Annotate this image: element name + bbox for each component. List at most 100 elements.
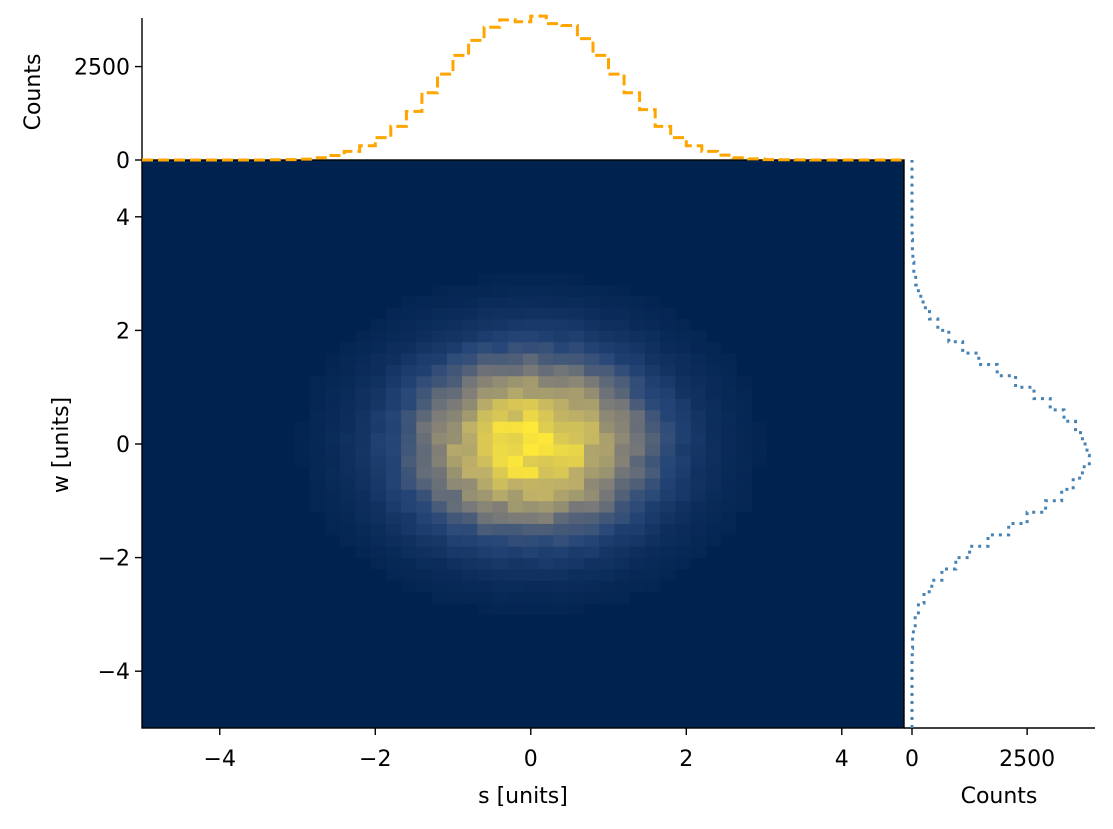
heatmap-cell <box>705 364 722 377</box>
heatmap-cell <box>599 432 615 445</box>
heatmap-cell <box>355 375 371 388</box>
heatmap-cell <box>583 568 600 581</box>
heatmap-cell <box>583 444 600 456</box>
heatmap-cell <box>751 455 768 468</box>
heatmap-cell <box>340 398 356 411</box>
heatmap-cell <box>507 307 524 320</box>
heatmap-cell <box>340 409 356 422</box>
heatmap-cell <box>446 364 463 377</box>
heatmap-cell <box>340 512 356 524</box>
heatmap-cell <box>431 455 448 468</box>
heatmap-cell <box>690 330 707 343</box>
heatmap-cell <box>431 421 448 434</box>
heatmap-cell <box>705 432 722 445</box>
heatmap-cell <box>568 432 585 445</box>
heatmap-cell <box>644 409 661 422</box>
heatmap-cell <box>599 557 615 570</box>
heatmap-cell <box>553 398 570 411</box>
heatmap-cell <box>431 330 448 343</box>
heatmap-cell <box>553 500 570 513</box>
heatmap-cell <box>416 455 432 468</box>
heatmap-cell <box>477 296 493 309</box>
heatmap-cell <box>614 546 631 558</box>
heatmap-cell <box>568 341 585 354</box>
heatmap-cell <box>553 330 570 343</box>
heatmap-cell <box>507 421 524 434</box>
heatmap-cell <box>477 307 493 320</box>
heatmap-cell <box>614 580 631 593</box>
heatmap-cell <box>553 568 570 581</box>
main-y-ticks: −4 −2 0 2 4 <box>98 206 142 685</box>
heatmap-cell <box>340 523 356 536</box>
heatmap-cell <box>568 364 585 377</box>
heatmap-cell <box>477 580 493 593</box>
heatmap-cell <box>492 466 509 479</box>
heatmap-cell <box>583 364 600 377</box>
heatmap-cell <box>340 375 356 388</box>
heatmap-cell <box>523 307 539 320</box>
heatmap-cell <box>446 398 463 411</box>
heatmap-cell <box>583 500 600 513</box>
heatmap-cell <box>446 284 463 297</box>
heatmap-cell <box>294 421 311 434</box>
heatmap-cell <box>462 330 478 343</box>
heatmap-cell <box>446 557 463 570</box>
heatmap-cell <box>477 341 493 354</box>
heatmap-cell <box>614 466 631 479</box>
heatmap-cell <box>446 421 463 434</box>
heatmap-cell <box>477 489 493 502</box>
heatmap-cell <box>538 500 554 513</box>
heatmap-cell <box>538 375 554 388</box>
heatmap-cell <box>492 523 509 536</box>
main-y-tick-label: 2 <box>116 319 130 344</box>
heatmap-cell <box>523 489 539 502</box>
heatmap-cell <box>751 432 768 445</box>
heatmap-cell <box>416 557 432 570</box>
heatmap-cell <box>599 375 615 388</box>
heatmap-cell <box>736 398 752 411</box>
heatmap-cell <box>431 534 448 547</box>
heatmap-cell <box>507 341 524 354</box>
heatmap-cell <box>324 523 341 536</box>
heatmap-cell <box>340 432 356 445</box>
heatmap-cell <box>507 296 524 309</box>
heatmap-cell <box>538 398 554 411</box>
heatmap-cell <box>355 364 371 377</box>
heatmap-cell <box>416 353 432 365</box>
heatmap-cell <box>416 466 432 479</box>
heatmap-cell <box>538 432 554 445</box>
heatmap-cell <box>583 284 600 297</box>
heatmap-cell <box>324 387 341 399</box>
heatmap-cell <box>599 489 615 502</box>
heatmap-cell <box>309 387 326 399</box>
heatmap-cell <box>446 375 463 388</box>
heatmap-cell <box>462 409 478 422</box>
heatmap-cell <box>690 432 707 445</box>
heatmap-cell <box>370 341 387 354</box>
heatmap-cell <box>446 307 463 320</box>
heatmap-cell <box>614 375 631 388</box>
heatmap-cell <box>660 523 676 536</box>
heatmap-cell <box>675 512 692 524</box>
heatmap-cell <box>705 534 722 547</box>
heatmap-cell <box>614 341 631 354</box>
heatmap-cell <box>705 500 722 513</box>
heatmap-cell <box>355 421 371 434</box>
heatmap-cell <box>385 478 402 490</box>
heatmap-cell <box>477 284 493 297</box>
heatmap-cell <box>324 489 341 502</box>
heatmap-cell <box>492 341 509 354</box>
heatmap-cell <box>507 409 524 422</box>
heatmap-cell <box>324 455 341 468</box>
heatmap-cell <box>385 398 402 411</box>
heatmap-cell <box>629 364 646 377</box>
heatmap-cell <box>568 500 585 513</box>
heatmap-cell <box>507 603 524 615</box>
heatmap-cell <box>690 409 707 422</box>
heatmap-cell <box>599 478 615 490</box>
heatmap-cell <box>629 387 646 399</box>
heatmap-cell <box>523 591 539 604</box>
heatmap-cell <box>568 307 585 320</box>
heatmap-cell <box>492 512 509 524</box>
heatmap-cell <box>553 409 570 422</box>
